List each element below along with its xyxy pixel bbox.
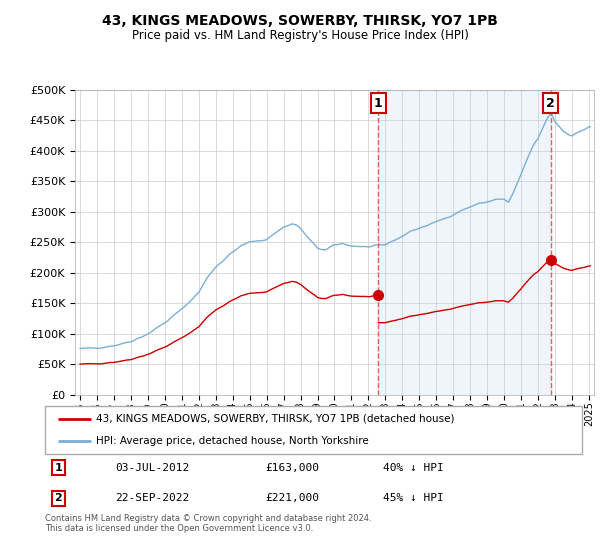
Text: 40% ↓ HPI: 40% ↓ HPI: [383, 463, 444, 473]
Text: 43, KINGS MEADOWS, SOWERBY, THIRSK, YO7 1PB (detached house): 43, KINGS MEADOWS, SOWERBY, THIRSK, YO7 …: [96, 414, 455, 424]
Text: 03-JUL-2012: 03-JUL-2012: [115, 463, 189, 473]
Text: 22-SEP-2022: 22-SEP-2022: [115, 493, 189, 503]
Text: 45% ↓ HPI: 45% ↓ HPI: [383, 493, 444, 503]
Text: 1: 1: [374, 96, 383, 110]
Text: 1: 1: [55, 463, 62, 473]
Text: Contains HM Land Registry data © Crown copyright and database right 2024.
This d: Contains HM Land Registry data © Crown c…: [45, 514, 371, 534]
Text: £221,000: £221,000: [265, 493, 319, 503]
Text: 2: 2: [55, 493, 62, 503]
FancyBboxPatch shape: [45, 406, 582, 454]
Text: £163,000: £163,000: [265, 463, 319, 473]
Text: Price paid vs. HM Land Registry's House Price Index (HPI): Price paid vs. HM Land Registry's House …: [131, 29, 469, 42]
Text: 2: 2: [547, 96, 555, 110]
Text: HPI: Average price, detached house, North Yorkshire: HPI: Average price, detached house, Nort…: [96, 436, 369, 446]
Bar: [379, 90, 551, 395]
Text: 43, KINGS MEADOWS, SOWERBY, THIRSK, YO7 1PB: 43, KINGS MEADOWS, SOWERBY, THIRSK, YO7 …: [102, 14, 498, 28]
